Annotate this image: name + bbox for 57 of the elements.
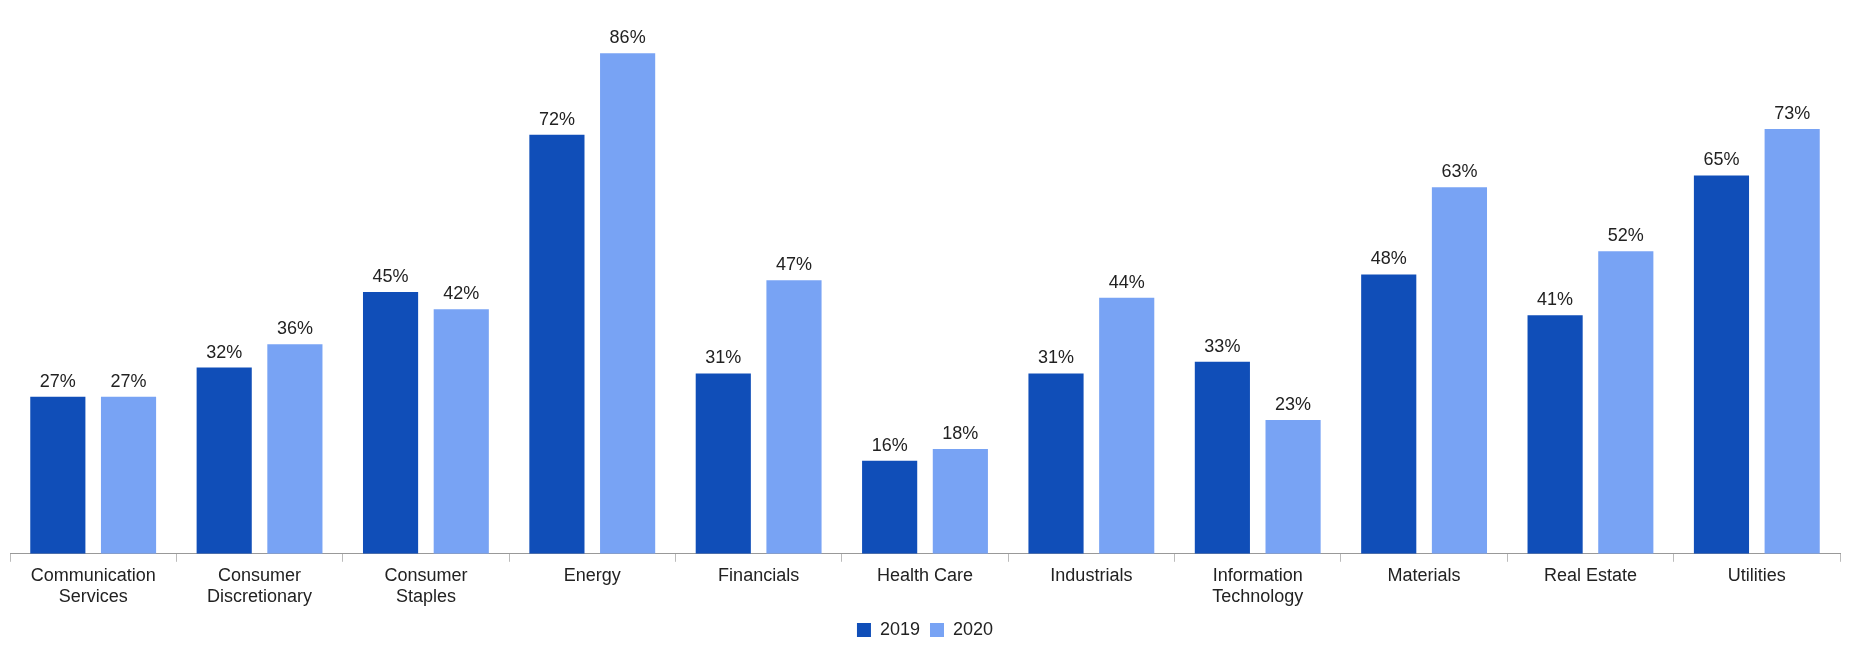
data-label: 27% [110, 370, 147, 391]
data-label: 23% [1275, 393, 1312, 414]
x-tick-label: Real Estate [1543, 564, 1637, 585]
data-label: 36% [276, 318, 313, 339]
bar [1194, 361, 1250, 554]
x-tick-label: Industrials [1050, 564, 1133, 585]
bar [1527, 315, 1583, 554]
data-label: 41% [1537, 289, 1574, 310]
data-label: 52% [1607, 225, 1644, 246]
legend-label: 2020 [953, 618, 994, 639]
x-tick-label: Energy [563, 564, 621, 585]
data-label: 31% [1038, 347, 1075, 368]
bar [862, 460, 918, 554]
data-label: 27% [39, 370, 76, 391]
bar [362, 291, 419, 554]
x-tick-label: Materials [1387, 564, 1461, 585]
data-label: 16% [871, 434, 908, 455]
data-label: 86% [609, 27, 646, 48]
bar [196, 367, 252, 554]
data-label: 32% [206, 341, 243, 362]
data-label: 48% [1370, 248, 1407, 269]
data-label: 33% [1204, 335, 1241, 356]
bar [433, 309, 489, 554]
bar [1693, 175, 1750, 554]
bar [766, 280, 822, 554]
data-label: 72% [538, 108, 575, 129]
x-tick-label: Consumer Discretionary [207, 564, 313, 607]
bar [932, 449, 988, 554]
bar [600, 53, 656, 554]
x-tick-label: Consumer Staples [384, 564, 468, 607]
bar [1764, 128, 1820, 554]
data-label: 42% [443, 283, 480, 304]
legend-label: 2019 [879, 618, 920, 639]
bar [1431, 187, 1488, 554]
x-tick-label: Utilities [1727, 564, 1786, 585]
x-tick-label: Communication Services [30, 564, 156, 607]
x-tick-label: Health Care [876, 564, 974, 585]
data-label: 73% [1774, 102, 1811, 123]
data-label: 44% [1108, 271, 1145, 292]
bar [1099, 297, 1155, 554]
data-label: 45% [372, 265, 409, 286]
bar [529, 134, 585, 554]
x-tick-label: Financials [718, 564, 800, 585]
bar [1028, 373, 1084, 554]
x-tick-label: Information Technology [1212, 564, 1304, 607]
bar [100, 396, 157, 554]
data-label: 47% [775, 254, 812, 275]
bar [30, 396, 86, 554]
data-label: 18% [942, 423, 979, 444]
bar [1265, 419, 1321, 554]
data-label: 65% [1703, 149, 1740, 170]
bar [695, 373, 751, 554]
bar [267, 344, 323, 554]
data-label: 63% [1441, 161, 1478, 182]
data-label: 31% [705, 347, 742, 368]
bar [1598, 251, 1654, 554]
bar [1361, 274, 1417, 554]
